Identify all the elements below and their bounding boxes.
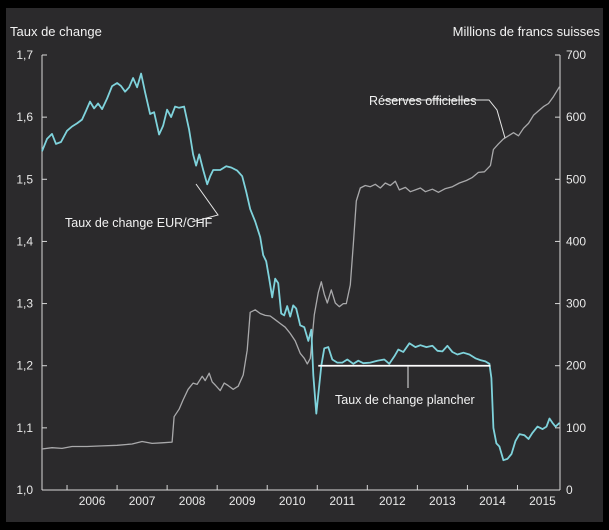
x-tick-label: 2012 xyxy=(379,494,406,508)
left-tick-label: 1,0 xyxy=(16,483,33,497)
floor-annotation: Taux de change plancher xyxy=(335,393,475,407)
left-tick-label: 1,1 xyxy=(16,421,33,435)
right-tick-label: 400 xyxy=(566,234,586,248)
reserves-series-line xyxy=(41,86,561,450)
right-tick-label: 600 xyxy=(566,110,586,124)
reserves-leader-line xyxy=(383,99,506,139)
left-axis-title: Taux de change xyxy=(10,24,102,39)
left-tick-label: 1,4 xyxy=(16,234,33,248)
left-tick-label: 1,6 xyxy=(16,110,33,124)
right-axis-ticks: 0 100 200 300 400 500 600 700 xyxy=(555,48,586,497)
eurchf-series-line xyxy=(41,72,561,462)
left-tick-label: 1,3 xyxy=(16,297,33,311)
right-tick-label: 700 xyxy=(566,48,586,62)
right-tick-label: 0 xyxy=(566,483,573,497)
x-axis-ticks: 2006 2007 2008 2009 2010 2011 2012 2013 2014 2015 xyxy=(66,485,556,508)
x-tick-label: 2006 xyxy=(79,494,106,508)
x-tick-label: 2009 xyxy=(229,494,256,508)
left-tick-label: 1,7 xyxy=(16,48,33,62)
left-tick-label: 1,5 xyxy=(16,172,33,186)
series-layer xyxy=(41,72,561,462)
left-tick-label: 1,2 xyxy=(16,359,33,373)
reserves-annotation: Réserves officielles xyxy=(369,94,476,108)
x-tick-label: 2010 xyxy=(279,494,306,508)
left-axis-ticks: 1,0 1,1 1,2 1,3 1,4 1,5 1,6 1,7 xyxy=(16,48,47,497)
right-axis-title: Millions de francs suisses xyxy=(453,24,601,39)
eurchf-leader-line xyxy=(191,183,219,223)
x-tick-label: 2014 xyxy=(479,494,506,508)
annotations: Réserves officielles Taux de change EUR/… xyxy=(65,94,506,407)
eurchf-annotation: Taux de change EUR/CHF xyxy=(65,216,213,230)
right-tick-label: 100 xyxy=(566,421,586,435)
x-tick-label: 2008 xyxy=(179,494,206,508)
x-tick-label: 2011 xyxy=(329,494,355,508)
right-tick-label: 200 xyxy=(566,359,586,373)
chart-panel xyxy=(6,8,603,522)
axes xyxy=(41,55,561,491)
right-tick-label: 500 xyxy=(566,172,586,186)
right-tick-label: 300 xyxy=(566,297,586,311)
x-tick-label: 2015 xyxy=(529,494,556,508)
x-tick-label: 2007 xyxy=(129,494,156,508)
x-tick-label: 2013 xyxy=(429,494,456,508)
